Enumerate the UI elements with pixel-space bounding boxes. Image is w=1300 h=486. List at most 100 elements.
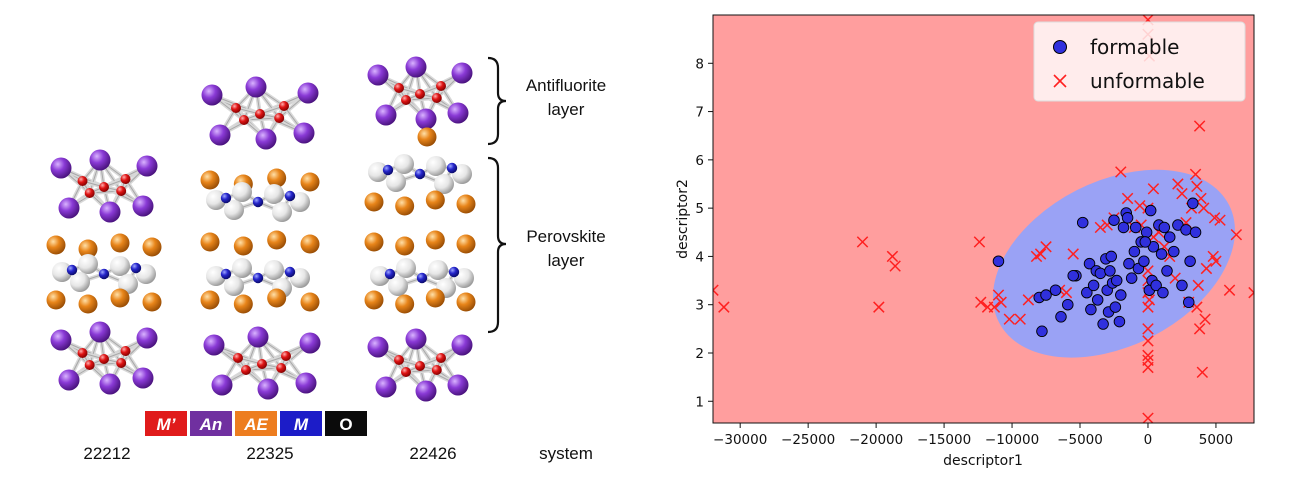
y-tick-label: 5 <box>695 201 704 217</box>
atom-o <box>394 83 404 93</box>
atom-o <box>84 360 95 370</box>
color-key-label: An <box>199 415 223 434</box>
legend-formable-label: formable <box>1090 35 1179 59</box>
unformable-point <box>1040 241 1052 253</box>
atom-ae <box>142 237 162 257</box>
formable-point <box>1123 257 1135 270</box>
unformable-point <box>1060 286 1073 299</box>
atom-m <box>252 196 264 208</box>
formable-point <box>1180 224 1192 236</box>
atom-an <box>247 326 269 348</box>
formable-point <box>1125 272 1138 284</box>
formable-point <box>1087 279 1100 292</box>
unformable-point <box>1142 323 1154 335</box>
unformable-point <box>1210 255 1222 267</box>
atom-o <box>394 355 404 365</box>
unformable-point <box>1142 335 1154 347</box>
y-axis-label: descriptor2 <box>675 179 691 259</box>
unformable-point <box>1193 120 1206 132</box>
unformable-point <box>718 301 730 313</box>
formable-point <box>1138 255 1150 267</box>
atom-o <box>239 115 249 125</box>
x-tick-label: 5000 <box>1199 432 1233 448</box>
y-tick-label: 7 <box>695 105 704 121</box>
color-key-swatch <box>190 411 232 436</box>
atom-w <box>394 154 414 174</box>
atom-ae <box>456 194 476 214</box>
unformable-point <box>1142 301 1154 313</box>
unformable-point <box>1134 199 1146 212</box>
unformable-point <box>995 296 1007 309</box>
unformable-point <box>1193 323 1206 335</box>
x-tick-label: −20000 <box>849 432 903 448</box>
atom-ae <box>300 234 320 254</box>
formable-point <box>1140 226 1153 239</box>
x-axis-ticks: −30000 −25000 −20000 −15000 −10000 −5000 0 5000 <box>713 423 1233 448</box>
atom-an <box>89 321 111 343</box>
unformable-point <box>975 296 987 309</box>
unformable-point <box>873 301 885 313</box>
unformable-point <box>1142 349 1154 362</box>
atom-m <box>130 262 142 274</box>
x-tick-label: −25000 <box>781 432 835 448</box>
y-tick-label: 3 <box>695 298 704 314</box>
color-key-label: O <box>339 415 352 434</box>
formable-point <box>1128 245 1141 258</box>
x-tick-label: −10000 <box>985 432 1039 448</box>
atom-an <box>99 201 121 223</box>
atom-w <box>78 254 98 274</box>
element-color-key: M’ An AE M O <box>145 411 367 436</box>
formable-point <box>1094 267 1107 280</box>
unformable-point <box>1022 294 1035 306</box>
atom-an <box>451 62 473 84</box>
color-key-label: M <box>294 415 309 434</box>
formable-point <box>1183 296 1195 309</box>
color-key-swatch <box>145 411 187 436</box>
unformable-point <box>1230 228 1243 241</box>
atom-o <box>274 113 285 123</box>
formable-point <box>1189 226 1202 239</box>
unformable-point <box>973 236 986 248</box>
atom-an <box>447 102 469 124</box>
atom-o <box>233 353 243 363</box>
unformable-point <box>1142 265 1154 277</box>
atom-m <box>98 268 110 280</box>
atom-o <box>415 361 425 371</box>
atom-o <box>77 176 88 186</box>
atom-ae <box>364 192 384 212</box>
unformable-point <box>856 236 869 248</box>
x-tick-label: −5000 <box>1057 432 1103 448</box>
formable-point <box>1085 303 1097 316</box>
atom-w <box>232 258 252 278</box>
atom-an <box>211 374 233 396</box>
atom-o <box>120 174 131 184</box>
atom-o <box>241 365 251 375</box>
unformable-point <box>1067 248 1079 260</box>
color-key-swatch <box>235 411 277 436</box>
atom-an <box>136 327 158 349</box>
formable-point <box>1157 286 1169 299</box>
atom-w <box>70 272 90 292</box>
atom-ae <box>417 127 437 147</box>
atom-ae <box>142 292 162 312</box>
atom-ae <box>46 235 66 255</box>
antifluorite-bracket <box>487 56 507 146</box>
atom-w <box>206 190 226 210</box>
unformable-point <box>1142 361 1154 374</box>
atom-an <box>203 334 225 356</box>
atom-w <box>396 258 416 278</box>
atom-o <box>84 188 95 198</box>
atom-m <box>220 268 232 280</box>
plot-frame <box>712 14 1255 424</box>
unformable-point <box>1121 192 1134 205</box>
atom-w <box>370 266 390 286</box>
unformable-point <box>1176 187 1188 200</box>
unformable-point <box>1115 166 1127 178</box>
atom-m <box>66 264 78 276</box>
atom-an <box>295 372 317 394</box>
atom-ae <box>300 172 320 192</box>
atom-o <box>281 351 291 361</box>
formable-point <box>992 255 1005 267</box>
atom-ae <box>456 292 476 312</box>
atom-ae <box>364 232 384 252</box>
